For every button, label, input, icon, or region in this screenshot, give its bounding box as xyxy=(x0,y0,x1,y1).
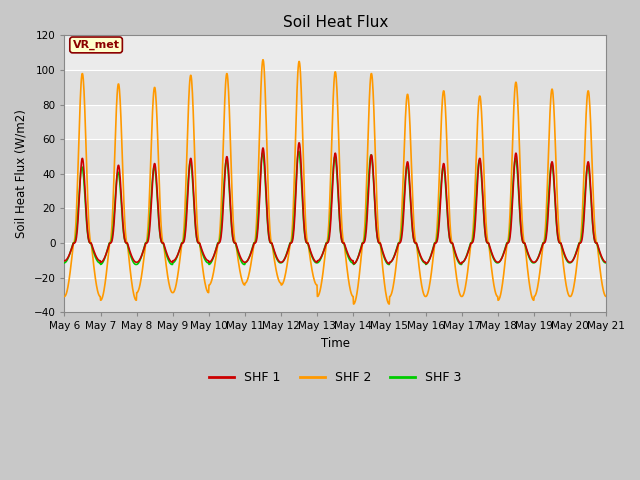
Bar xyxy=(65,139,606,174)
X-axis label: Time: Time xyxy=(321,337,350,350)
Bar xyxy=(65,70,606,105)
Legend: SHF 1, SHF 2, SHF 3: SHF 1, SHF 2, SHF 3 xyxy=(204,366,466,389)
Bar xyxy=(65,36,606,70)
Y-axis label: Soil Heat Flux (W/m2): Soil Heat Flux (W/m2) xyxy=(15,109,28,238)
Title: Soil Heat Flux: Soil Heat Flux xyxy=(283,15,388,30)
Bar xyxy=(65,278,606,312)
Bar xyxy=(65,243,606,278)
Text: VR_met: VR_met xyxy=(72,40,120,50)
Bar xyxy=(65,174,606,208)
Bar xyxy=(65,105,606,139)
Bar xyxy=(65,208,606,243)
